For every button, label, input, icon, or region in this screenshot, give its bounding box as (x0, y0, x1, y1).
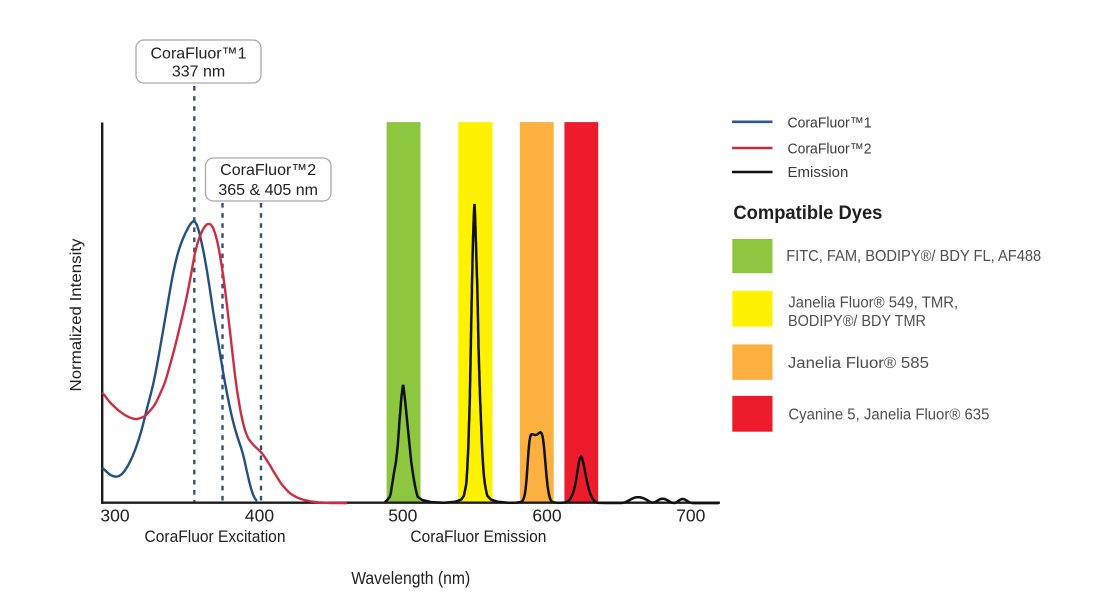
svg-text:500: 500 (388, 506, 417, 526)
svg-text:FITC, FAM, BODIPY®/ BDY FL, AF: FITC, FAM, BODIPY®/ BDY FL, AF488 (786, 248, 1041, 265)
svg-text:Janelia Fluor® 549, TMR,: Janelia Fluor® 549, TMR, (788, 294, 958, 311)
svg-text:600: 600 (532, 506, 561, 526)
svg-text:CoraFluor™2: CoraFluor™2 (788, 140, 872, 157)
svg-text:Emission: Emission (788, 164, 849, 181)
svg-text:CoraFluor™2: CoraFluor™2 (220, 162, 316, 179)
svg-text:Janelia Fluor® 585: Janelia Fluor® 585 (788, 355, 929, 372)
svg-text:400: 400 (245, 506, 274, 526)
svg-text:Normalized Intensity: Normalized Intensity (68, 239, 85, 392)
svg-text:BODIPY®/ BDY TMR: BODIPY®/ BDY TMR (788, 313, 926, 330)
svg-text:CoraFluor™1: CoraFluor™1 (788, 114, 872, 131)
svg-text:300: 300 (100, 506, 129, 526)
svg-text:Cyanine 5, Janelia Fluor® 635: Cyanine 5, Janelia Fluor® 635 (788, 407, 989, 424)
svg-text:CoraFluor Emission: CoraFluor Emission (410, 528, 546, 546)
svg-text:700: 700 (676, 506, 705, 526)
svg-text:Wavelength (nm): Wavelength (nm) (351, 568, 470, 588)
svg-text:Compatible Dyes: Compatible Dyes (733, 202, 882, 224)
svg-text:337 nm: 337 nm (172, 63, 225, 80)
svg-text:CoraFluor™1: CoraFluor™1 (150, 46, 246, 63)
svg-text:365 & 405 nm: 365 & 405 nm (218, 182, 318, 199)
svg-text:CoraFluor Excitation: CoraFluor Excitation (145, 528, 286, 546)
